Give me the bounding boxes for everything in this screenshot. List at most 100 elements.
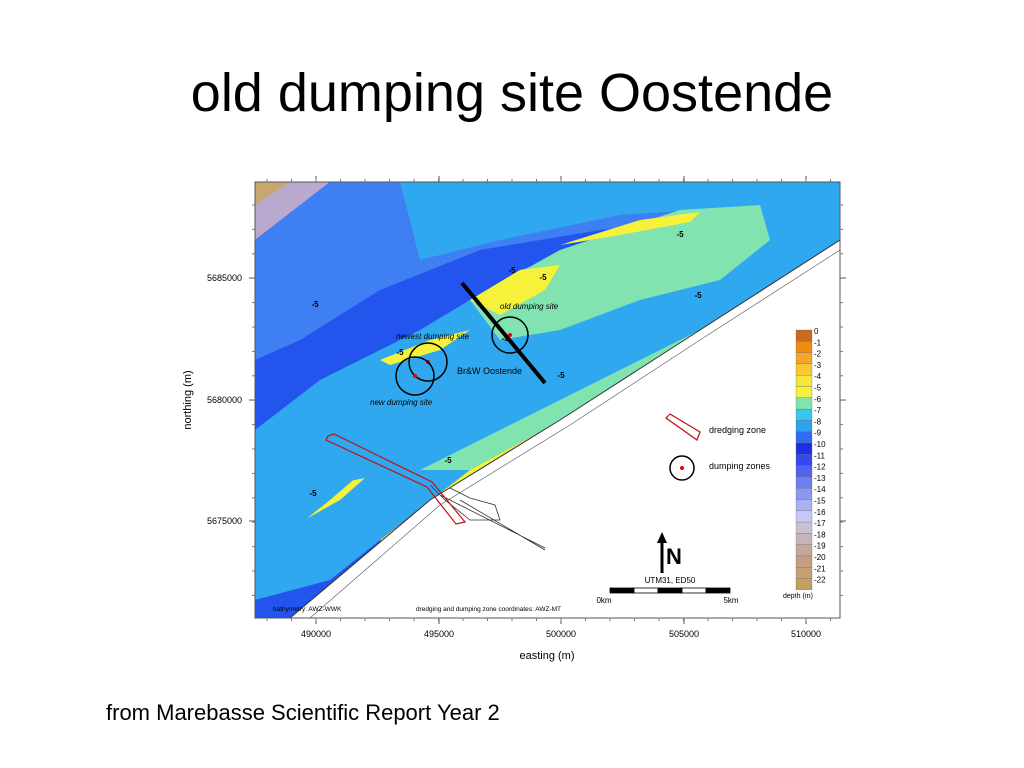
contour-label: -5 (508, 266, 516, 275)
scale-label: 5km (723, 596, 738, 605)
legend-label: dredging zone (709, 425, 766, 435)
depth-swatch (795, 555, 813, 568)
depth-label: -15 (814, 497, 826, 506)
x-tick-label: 505000 (669, 629, 699, 639)
depth-label: -1 (814, 338, 822, 347)
site-label: new dumping site (370, 398, 433, 407)
depth-label: -7 (814, 406, 822, 415)
section-line (460, 281, 547, 385)
north-arrow-head (657, 532, 667, 543)
x-tick-label: 510000 (791, 629, 821, 639)
depth-label: -19 (814, 542, 826, 551)
depth-label: -4 (814, 372, 822, 381)
section-label: Br&W Oostende (457, 366, 522, 376)
depth-swatch (795, 375, 813, 387)
depth-label: -13 (814, 474, 826, 483)
contour-label: -5 (539, 273, 547, 282)
contour-label: -5 (676, 230, 684, 239)
contour-label: -5 (557, 371, 565, 380)
contour-label: -5 (311, 300, 319, 309)
depth-label: -8 (814, 417, 822, 426)
depth-label: -16 (814, 508, 826, 517)
credit: dredging and dumping zone coordinates: A… (416, 606, 561, 613)
y-tick-label: 5675000 (207, 516, 242, 526)
contour-labels: -5 -5 -5 -5 -5 -5 -5 -5 -5 -5 (309, 230, 702, 498)
north-label: N (666, 544, 682, 569)
depth-swatch (795, 363, 813, 376)
dumping-zone-icon (669, 455, 695, 481)
depth-swatch (795, 386, 813, 398)
depth-label: -11 (814, 451, 826, 460)
depth-label: -3 (814, 361, 822, 370)
y-axis-label: northing (m) (182, 370, 194, 429)
dumping-point-icon (680, 466, 684, 470)
depth-swatch (795, 578, 813, 591)
dredging-zone-icon (665, 413, 701, 441)
depth-swatch (795, 431, 813, 444)
depth-label: -22 (814, 576, 826, 585)
bathymetry (255, 182, 840, 618)
depth-label: -6 (814, 395, 822, 404)
depth-label: -12 (814, 463, 826, 472)
depth-swatch (795, 488, 813, 500)
contour-label: -5 (694, 291, 702, 300)
depth-swatch (795, 442, 813, 455)
depth-label: -2 (814, 350, 822, 359)
depth-label: -14 (814, 485, 826, 494)
depth-swatch (795, 341, 813, 353)
depth-label: -21 (814, 564, 826, 573)
depth-swatch (795, 533, 813, 545)
depth-legend: 0 -1 -2 -3 -4 -5 -6 -7 -8 -9 -10 -11 -12 -13 -14 -15 -16… (795, 327, 826, 591)
depth-label: -10 (814, 440, 826, 449)
scale-bar (609, 587, 731, 594)
depth-swatch (795, 476, 813, 489)
depth-label: -5 (814, 384, 822, 393)
dumping-zone (491, 316, 529, 354)
caption: from Marebasse Scientific Report Year 2 (106, 700, 500, 725)
depth-swatch (795, 420, 813, 432)
depth-label: -20 (814, 553, 826, 562)
scale-segment (633, 587, 659, 594)
slide-title: old dumping site Oostende (190, 63, 834, 123)
depth-swatch (795, 329, 813, 342)
depth-label: -17 (814, 519, 826, 528)
depth-swatch (795, 510, 813, 523)
contour-label: -5 (396, 348, 404, 357)
legend-label: dumping zones (709, 461, 771, 471)
depth-swatch (795, 499, 813, 511)
x-tick-label: 490000 (301, 629, 331, 639)
x-tick-label: 500000 (546, 629, 576, 639)
depth-label: -18 (814, 530, 826, 539)
y-tick-label: 5680000 (207, 395, 242, 405)
depth-swatch (795, 352, 813, 365)
depth-swatch (795, 397, 813, 410)
scale-label: 0km (596, 596, 611, 605)
depth-swatch (795, 465, 813, 478)
x-axis-label: easting (m) (519, 650, 574, 662)
dumping-zone (408, 342, 448, 382)
x-tick-label: 495000 (424, 629, 454, 639)
dumping-zone (395, 356, 435, 396)
scale-segment (681, 587, 707, 594)
contour-label: -5 (444, 456, 452, 465)
scale-segment (609, 587, 635, 594)
scale-segment (657, 587, 683, 594)
depth-swatch (795, 408, 813, 421)
dumping-point (413, 374, 417, 378)
axis-ticks: 490000 495000 500000 505000 510000 5685000 568… (207, 176, 846, 639)
scale-segment (705, 587, 731, 594)
depth-unit: depth (m) (783, 593, 813, 600)
depth-label: 0 (814, 327, 819, 336)
depth-swatch (795, 454, 813, 466)
depth-label: -9 (814, 429, 822, 438)
y-tick-label: 5685000 (207, 273, 242, 283)
dumping-point (508, 333, 512, 337)
contour-label: -5 (309, 489, 317, 498)
depth-swatch (795, 544, 813, 557)
site-label: newest dumping site (396, 332, 469, 341)
depth-swatch (795, 567, 813, 579)
contour-label: -5 (501, 334, 509, 343)
site-label: old dumping site (500, 302, 559, 311)
